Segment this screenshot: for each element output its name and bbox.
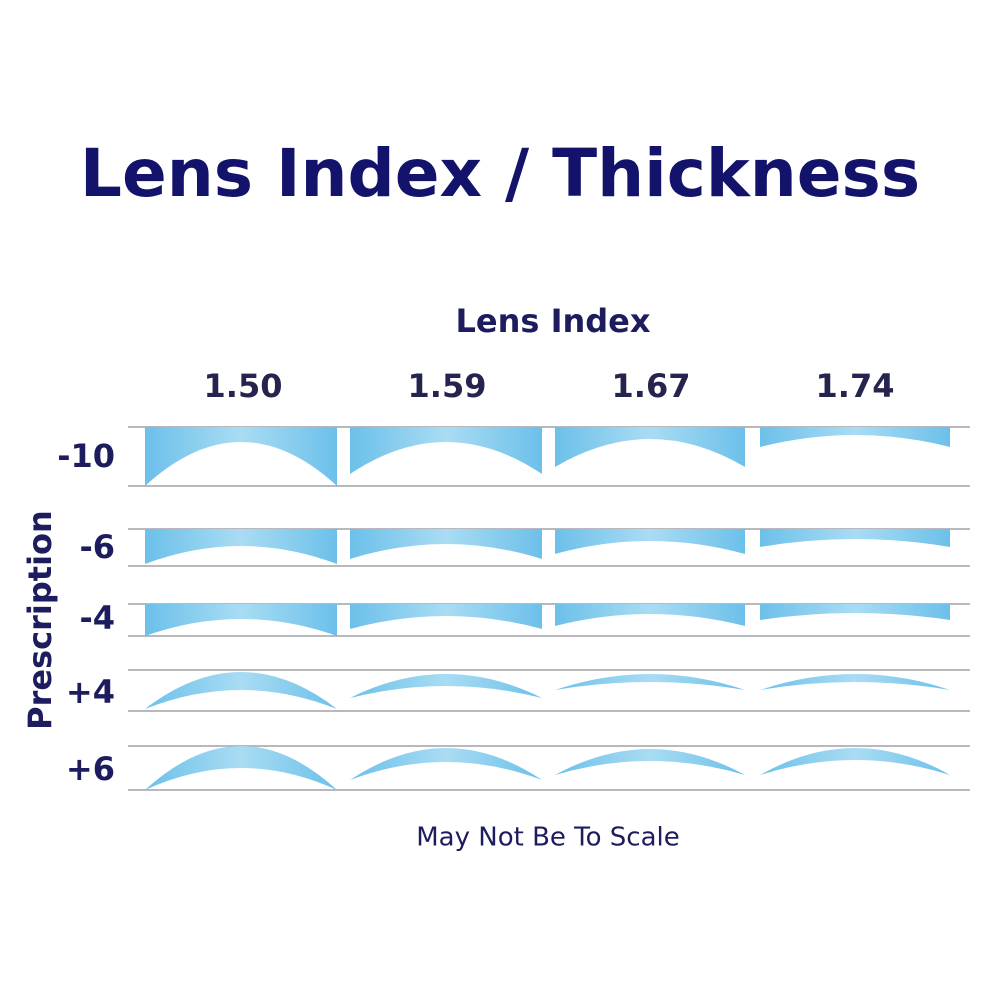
lens <box>760 604 950 620</box>
lens <box>145 604 337 636</box>
lens <box>350 748 542 780</box>
lens <box>555 427 745 467</box>
lens <box>350 604 542 629</box>
column-label: 1.50 <box>204 367 283 405</box>
lens <box>145 529 337 564</box>
title: Lens Index / Thickness <box>80 135 920 212</box>
lens <box>760 529 950 547</box>
row-label: +4 <box>66 673 115 711</box>
row-label: -6 <box>79 528 115 566</box>
row-label: -4 <box>79 599 115 637</box>
column-label: 1.74 <box>816 367 895 405</box>
lens <box>760 748 950 775</box>
lens <box>145 672 337 709</box>
lens <box>350 674 542 698</box>
lens <box>760 674 950 690</box>
lens <box>555 604 745 626</box>
lens <box>555 529 745 554</box>
lens <box>555 749 745 775</box>
lens <box>350 529 542 559</box>
lens <box>760 427 950 447</box>
column-label: 1.59 <box>408 367 487 405</box>
footnote: May Not Be To Scale <box>416 823 680 853</box>
row-header: Prescription <box>21 510 59 730</box>
lens <box>145 427 337 486</box>
row-label: +6 <box>66 750 115 788</box>
lens-grid <box>128 426 970 791</box>
column-header: Lens Index <box>456 302 651 340</box>
lens <box>145 746 337 790</box>
lens <box>555 674 745 690</box>
lens <box>350 427 542 474</box>
column-label: 1.67 <box>612 367 691 405</box>
row-label: -10 <box>57 437 115 475</box>
